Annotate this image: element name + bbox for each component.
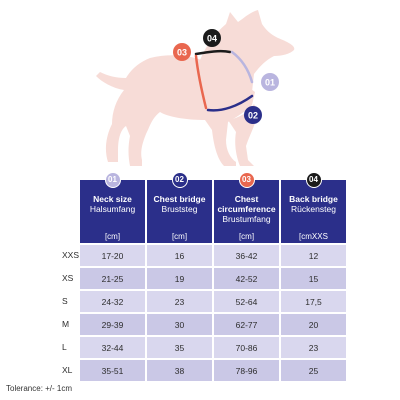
table-row: XXS 17-20 16 36-42 12 [56,243,346,266]
dog-silhouette [96,10,295,166]
column-title: Chest [234,194,259,204]
table-cell: 12 [281,243,346,266]
table-row: XL 35-51 38 78-96 25 [56,358,346,381]
size-label: S [62,295,68,306]
table-cell: 23 [147,289,214,312]
dog-illustration: 04 03 01 02 [96,10,295,166]
column-badge: 02 [171,172,188,188]
marker-01: 01 [261,73,279,91]
column-badge: 03 [238,172,255,188]
harness-back-strap [194,49,232,56]
table-cell: 19 [147,266,214,289]
svg-text:02: 02 [248,111,258,121]
size-label: M [62,318,70,329]
size-label: XS [62,272,74,283]
size-label: XL [62,364,73,375]
table-cell: 29-39 [80,312,147,335]
column-title: Neck size [93,194,132,204]
table-cell: 17,5 [281,289,346,312]
table-cell: 52-64 [214,289,281,312]
column-title: Back bridge [289,194,338,204]
table-row: XS 21-25 19 42-52 15 [56,266,346,289]
svg-text:03: 03 [177,48,187,58]
table-cell: 23 [281,335,346,358]
table-cell: 17-20 [80,243,147,266]
table-cell: 35-51 [80,358,147,381]
tolerance-note: Tolerance: +/- 1cm [6,384,73,393]
marker-03: 03 [173,43,191,61]
table-cell: 30 [147,312,214,335]
header-blank [56,180,80,243]
table-row: L 32-44 35 70-86 23 [56,335,346,358]
size-label: XXS [62,249,80,260]
column-unit: [cm] [238,232,255,241]
column-unit: [cmXXS [299,232,328,241]
table-cell: 20 [281,312,346,335]
harness-chest-bridge [206,94,254,112]
column-unit: [cm] [171,232,188,241]
table-cell: 36-42 [214,243,281,266]
table-cell: 70-86 [214,335,281,358]
column-header-neck-size: 01 Neck size Halsumfang [cm] [80,172,147,243]
table-cell: 16 [147,243,214,266]
table-cell: 78-96 [214,358,281,381]
marker-02: 02 [244,106,262,124]
table-header-row: 01 Neck size Halsumfang [cm] 02 Chest br… [56,172,346,243]
harness [194,49,254,112]
table-cell: 24-32 [80,289,147,312]
column-title: Chest bridge [153,194,206,204]
svg-text:01: 01 [265,78,275,88]
table-cell: 32-44 [80,335,147,358]
harness-neck-strap [230,50,254,84]
column-unit: [cm] [104,232,121,241]
table-row: S 24-32 23 52-64 17,5 [56,289,346,312]
marker-04: 04 [203,29,221,47]
column-subtitle: Rückensteg [291,204,336,214]
size-label: L [62,341,67,352]
column-badge: 01 [104,172,121,188]
column-title-line2: circumference [217,204,276,214]
column-badge: 04 [305,172,322,188]
harness-chest-strap [194,54,208,110]
column-header-chest-circumference: 03 Chest circumference Brustumfang [cm] [214,172,281,243]
table-cell: 38 [147,358,214,381]
size-table: 01 Neck size Halsumfang [cm] 02 Chest br… [56,172,346,381]
column-header-chest-bridge: 02 Chest bridge Bruststeg [cm] [147,172,214,243]
column-header-back-bridge: 04 Back bridge Rückensteg [cmXXS [281,172,346,243]
column-subtitle: Bruststeg [161,204,198,214]
svg-text:04: 04 [207,34,217,44]
table-cell: 42-52 [214,266,281,289]
column-subtitle: Halsumfang [89,204,136,214]
table-cell: 35 [147,335,214,358]
table-cell: 21-25 [80,266,147,289]
table-cell: 62-77 [214,312,281,335]
table-row: M 29-39 30 62-77 20 [56,312,346,335]
table-cell: 15 [281,266,346,289]
column-subtitle: Brustumfang [222,214,271,224]
table-cell: 25 [281,358,346,381]
